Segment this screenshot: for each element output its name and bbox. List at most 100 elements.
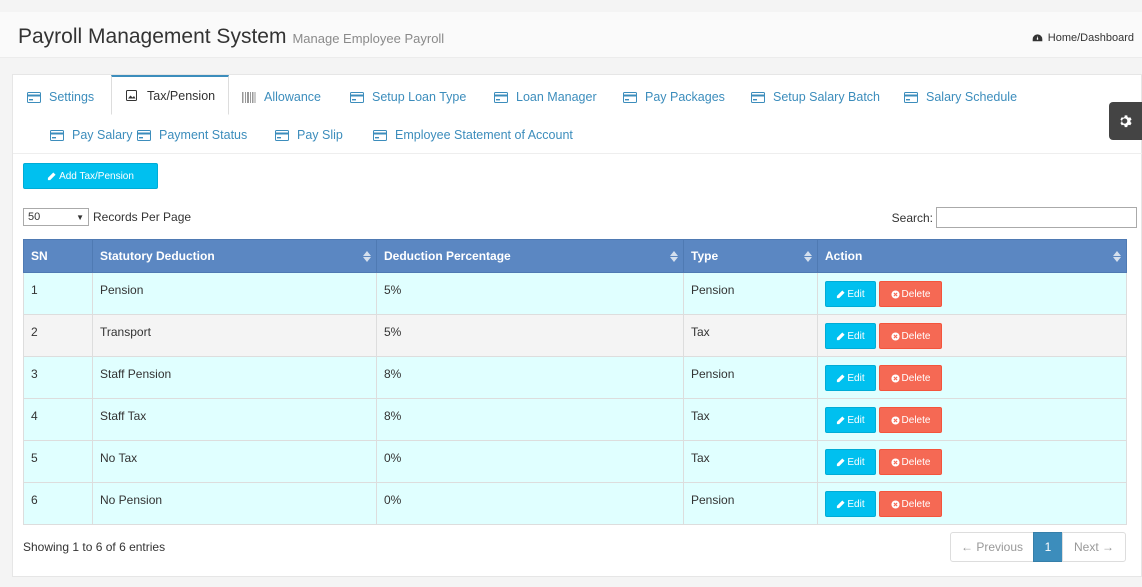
edit-label: Edit xyxy=(847,330,865,342)
edit-button[interactable]: Edit xyxy=(825,323,876,349)
pencil-icon xyxy=(837,499,845,508)
tab-tax-pension[interactable]: Tax/Pension xyxy=(111,75,230,115)
delete-button[interactable]: Delete xyxy=(879,323,942,349)
search-input[interactable] xyxy=(936,207,1137,228)
tab-label: Setup Loan Type xyxy=(372,90,467,104)
cell-type: Tax xyxy=(683,314,818,357)
edit-label: Edit xyxy=(847,414,865,426)
edit-label: Edit xyxy=(847,288,865,300)
tab-allowance[interactable]: Allowance xyxy=(242,78,321,116)
cell-type: Tax xyxy=(683,398,818,441)
search-label: Search: xyxy=(891,210,933,225)
tab-employee-statement[interactable]: Employee Statement of Account xyxy=(373,116,573,154)
tab-settings[interactable]: Settings xyxy=(27,78,94,116)
next-page-button[interactable]: Next → xyxy=(1062,532,1126,562)
times-circle-icon xyxy=(890,331,900,341)
main-panel: Settings Tax/Pension Allowance Setup Loa… xyxy=(12,74,1142,577)
tab-label: Pay Salary xyxy=(72,128,133,142)
tab-salary-schedule[interactable]: Salary Schedule xyxy=(904,78,1017,116)
tab-label: Loan Manager xyxy=(516,90,597,104)
cell-percentage: 5% xyxy=(376,314,684,357)
delete-button[interactable]: Delete xyxy=(879,491,942,517)
column-header-deduction[interactable]: Statutory Deduction xyxy=(92,239,377,273)
table-row: 4 Staff Tax 8% Tax Edit Delete xyxy=(23,398,1127,441)
card-icon xyxy=(350,91,364,103)
settings-toggle[interactable] xyxy=(1109,102,1142,140)
tab-setup-salary-batch[interactable]: Setup Salary Batch xyxy=(751,78,880,116)
edit-button[interactable]: Edit xyxy=(825,449,876,475)
page-1-button[interactable]: 1 xyxy=(1033,532,1063,562)
edit-button[interactable]: Edit xyxy=(825,407,876,433)
tab-setup-loan-type[interactable]: Setup Loan Type xyxy=(350,78,466,116)
cell-type: Pension xyxy=(683,272,818,315)
tab-pay-salary[interactable]: Pay Salary xyxy=(50,116,132,154)
cell-deduction: Staff Tax xyxy=(92,398,377,441)
edit-label: Edit xyxy=(847,372,865,384)
column-label: Action xyxy=(825,249,863,263)
column-header-action[interactable]: Action xyxy=(817,239,1127,273)
column-header-sn[interactable]: SN xyxy=(23,239,93,273)
records-per-page-select[interactable]: 50 ▼ xyxy=(23,208,89,226)
column-label: Statutory Deduction xyxy=(100,249,215,263)
app-title: Payroll Management System xyxy=(18,25,287,48)
table-row: 6 No Pension 0% Pension Edit Delete xyxy=(23,482,1127,525)
breadcrumb[interactable]: Home/Dashboard xyxy=(1032,32,1134,44)
cell-type: Pension xyxy=(683,482,818,525)
add-tax-pension-button[interactable]: Add Tax/Pension xyxy=(23,163,158,189)
times-circle-icon xyxy=(890,373,900,383)
records-per-page: 50 ▼ Records Per Page xyxy=(23,208,191,226)
pencil-icon xyxy=(47,171,56,180)
tab-pay-slip[interactable]: Pay Slip xyxy=(275,116,343,154)
cell-action: Edit Delete xyxy=(817,398,1127,441)
records-per-page-value: 50 xyxy=(28,211,41,223)
card-icon xyxy=(494,91,508,103)
cell-action: Edit Delete xyxy=(817,440,1127,483)
barcode-icon xyxy=(242,91,256,103)
delete-label: Delete xyxy=(901,330,931,342)
cell-sn: 5 xyxy=(23,440,93,483)
cell-percentage: 8% xyxy=(376,356,684,399)
edit-button[interactable]: Edit xyxy=(825,365,876,391)
times-circle-icon xyxy=(890,499,900,509)
times-circle-icon xyxy=(890,289,900,299)
cell-deduction: Transport xyxy=(92,314,377,357)
cell-sn: 2 xyxy=(23,314,93,357)
times-circle-icon xyxy=(890,415,900,425)
delete-button[interactable]: Delete xyxy=(879,449,942,475)
tab-label: Pay Packages xyxy=(645,90,725,104)
times-circle-icon xyxy=(890,457,900,467)
tab-label: Settings xyxy=(49,90,95,104)
tab-label: Setup Salary Batch xyxy=(773,90,881,104)
cell-deduction: Staff Pension xyxy=(92,356,377,399)
tab-label: Payment Status xyxy=(159,128,248,142)
image-icon xyxy=(126,90,137,101)
card-icon xyxy=(373,129,387,141)
cell-action: Edit Delete xyxy=(817,272,1127,315)
tab-payment-status[interactable]: Payment Status xyxy=(137,116,247,154)
gear-icon xyxy=(1119,115,1132,128)
card-icon xyxy=(137,129,151,141)
table-row: 3 Staff Pension 8% Pension Edit Delete xyxy=(23,356,1127,399)
delete-button[interactable]: Delete xyxy=(879,365,942,391)
column-header-type[interactable]: Type xyxy=(683,239,818,273)
delete-button[interactable]: Delete xyxy=(879,407,942,433)
delete-button[interactable]: Delete xyxy=(879,281,942,307)
card-icon xyxy=(50,129,64,141)
sort-icon xyxy=(363,251,371,262)
column-header-percentage[interactable]: Deduction Percentage xyxy=(376,239,684,273)
card-icon xyxy=(27,91,41,103)
tab-loan-manager[interactable]: Loan Manager xyxy=(494,78,597,116)
edit-button[interactable]: Edit xyxy=(825,491,876,517)
breadcrumb-home-link[interactable]: Home/Dashboard xyxy=(1047,32,1134,44)
tab-label: Salary Schedule xyxy=(926,90,1018,104)
edit-button[interactable]: Edit xyxy=(825,281,876,307)
previous-page-button[interactable]: ← Previous xyxy=(950,532,1034,562)
pencil-icon xyxy=(837,415,845,424)
page-title: Payroll Management System Manage Employee… xyxy=(18,25,444,49)
tab-pay-packages[interactable]: Pay Packages xyxy=(623,78,725,116)
table-row: 2 Transport 5% Tax Edit Delete xyxy=(23,314,1127,357)
pencil-icon xyxy=(837,457,845,466)
pencil-icon xyxy=(837,373,845,382)
table-row: 5 No Tax 0% Tax Edit Delete xyxy=(23,440,1127,483)
tab-label: Pay Slip xyxy=(297,128,343,142)
